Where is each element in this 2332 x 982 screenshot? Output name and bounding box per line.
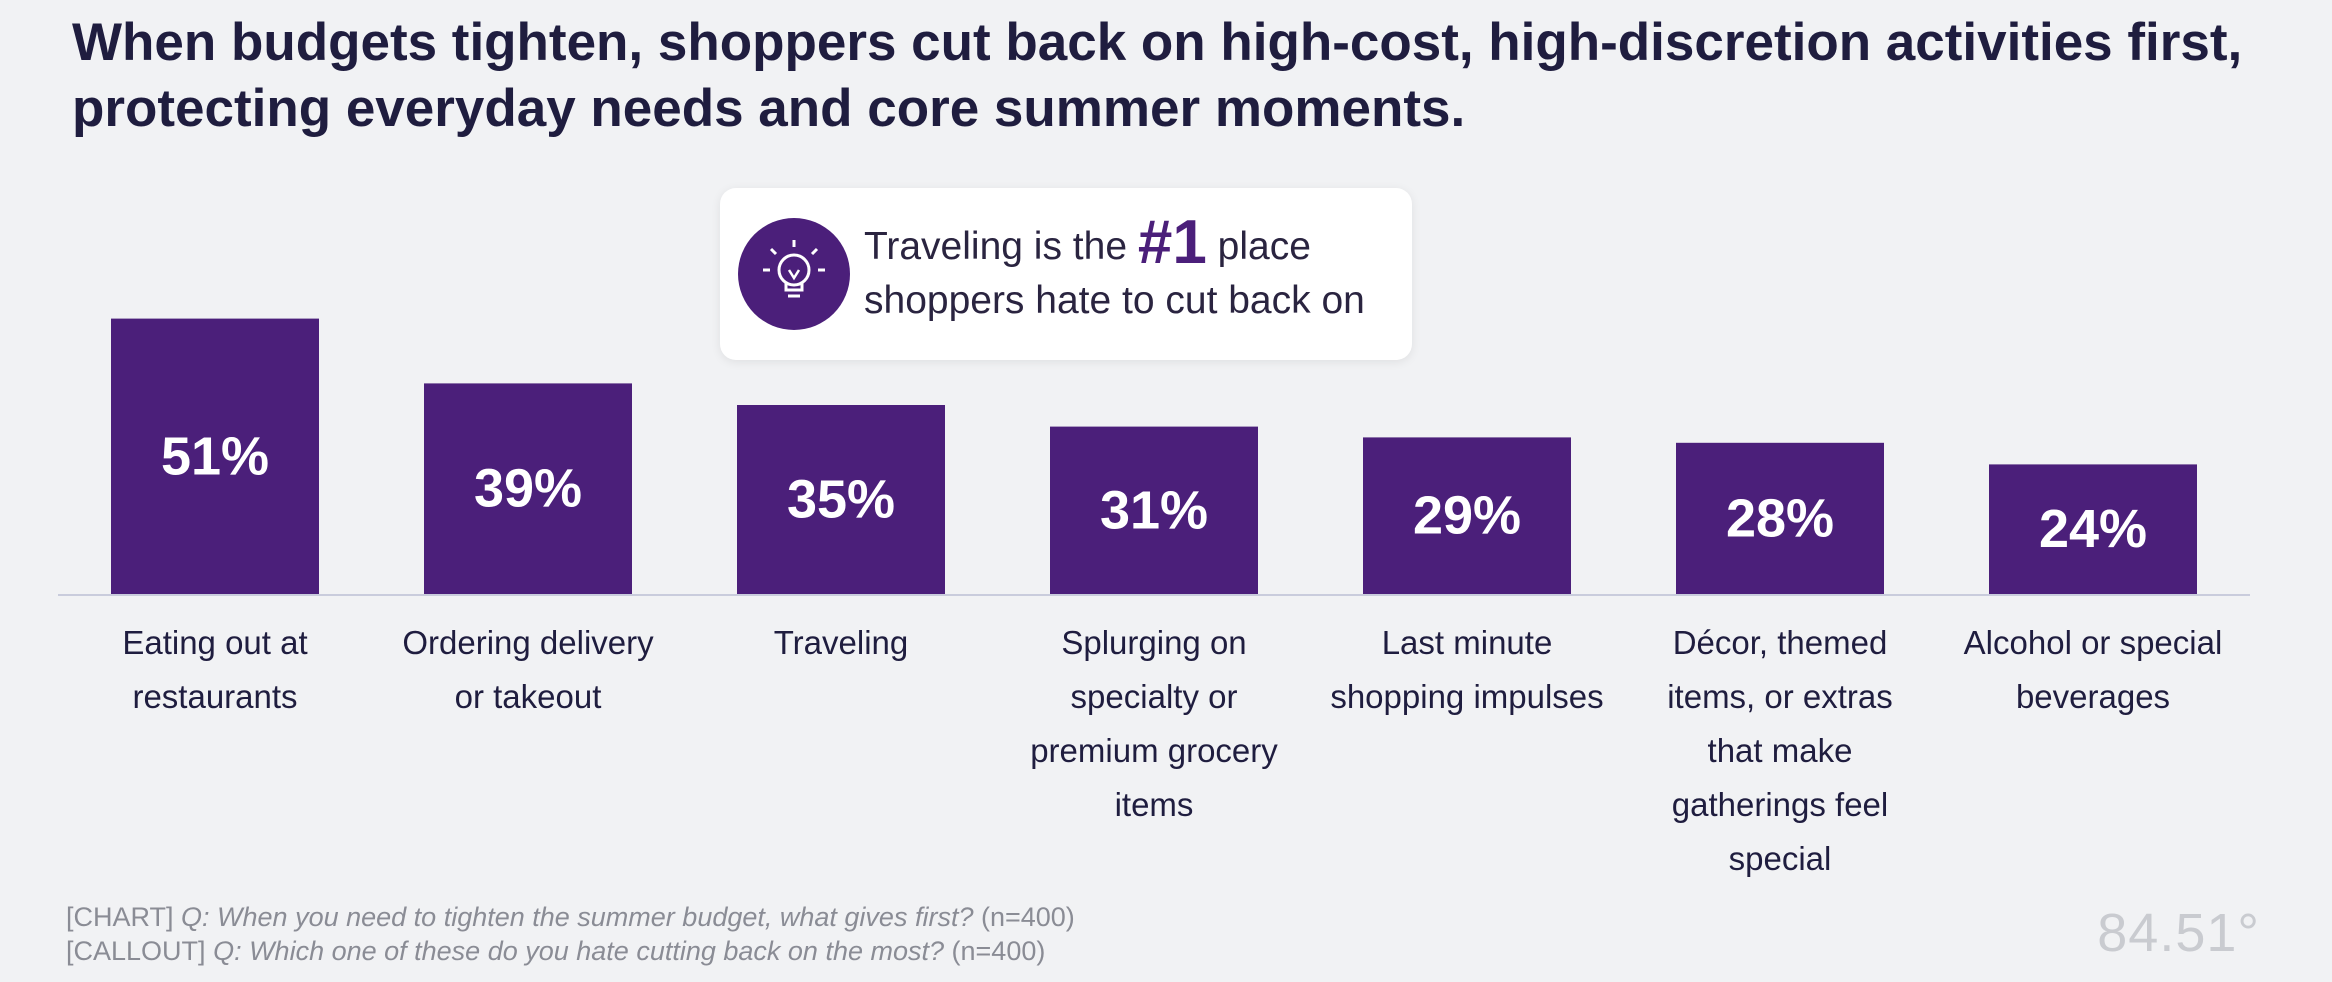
category-label-line: Traveling [774,624,909,661]
category-label: Ordering delivery or takeout [402,624,654,715]
category-label-line: Last minute [1382,624,1553,661]
category-label: Splurging on specialty or premium grocery i… [1030,624,1278,823]
category-label: Décor, themed items, or extras that make ga… [1667,624,1893,877]
category-label-line: restaurants [132,678,297,715]
category-label-line: beverages [2016,678,2170,715]
callout-text-before: Traveling is the [864,225,1128,268]
footnote-callout-tag: [CALLOUT] [66,936,206,966]
footnote-chart-question: Q: When you need to tighten the summer b… [181,902,974,932]
bar-value-label: 31% [1100,480,1208,540]
category-label-line: Alcohol or special [1964,624,2223,661]
bar [1676,442,1884,594]
chart-title: When budgets tighten, shoppers cut back … [72,13,2243,138]
category-label-line: special [1729,840,1832,877]
category-label-line: Splurging on [1061,624,1246,661]
bar [1989,464,2197,594]
callout-number: #1 [1137,208,1207,277]
category-label-line: that make [1708,732,1853,769]
category-label: Traveling [774,624,909,661]
category-label-line: shopping impulses [1330,678,1603,715]
bar-value-label: 24% [2039,499,2147,559]
category-label-line: premium grocery [1030,732,1278,769]
category-label: Last minute shopping impulses [1330,624,1603,715]
brand-logo: 84.51° [2097,903,2260,963]
category-label-line: gatherings feel [1672,786,1888,823]
bar [111,318,319,594]
bar [1363,437,1571,594]
bar-value-label: 51% [161,426,269,486]
category-label-line: specialty or [1071,678,1238,715]
category-label-line: items [1115,786,1194,823]
bar-value-label: 35% [787,470,895,530]
category-label: Alcohol or special beverages [1964,624,2223,715]
category-label-line: or takeout [455,678,602,715]
category-label-line: Ordering delivery [402,624,654,661]
bar-value-label: 39% [474,459,582,519]
bar-chart: 51% Eating out at restaurants 39% Ordering d… [58,318,2250,877]
bar-value-label: 29% [1413,486,1521,546]
callout-text: Traveling is the #1 place shoppers hate … [864,212,1404,328]
lightbulb-icon [738,218,850,330]
category-label-line: Eating out at [122,624,307,661]
callout-text-after: place [1217,225,1311,268]
callout-box: Traveling is the #1 place shoppers hate … [720,188,1412,360]
bar [424,383,632,594]
footnote-chart-tag: [CHART] [66,902,174,932]
bar [1050,426,1258,594]
bar-value-label: 28% [1726,488,1834,548]
category-label: Eating out at restaurants [122,624,307,715]
callout-text-line2: shoppers hate to cut back on [864,279,1365,322]
footnote-chart: [CHART] Q: When you need to tighten the … [66,900,1075,934]
footnote-callout-n: (n=400) [951,936,1046,966]
footnote-chart-n: (n=400) [980,902,1075,932]
footnote-callout-question: Q: Which one of these do you hate cuttin… [213,936,945,966]
category-label-line: items, or extras [1667,678,1893,715]
footnote-callout: [CALLOUT] Q: Which one of these do you h… [66,934,1045,968]
category-label-line: Décor, themed [1673,624,1888,661]
bar [737,405,945,594]
